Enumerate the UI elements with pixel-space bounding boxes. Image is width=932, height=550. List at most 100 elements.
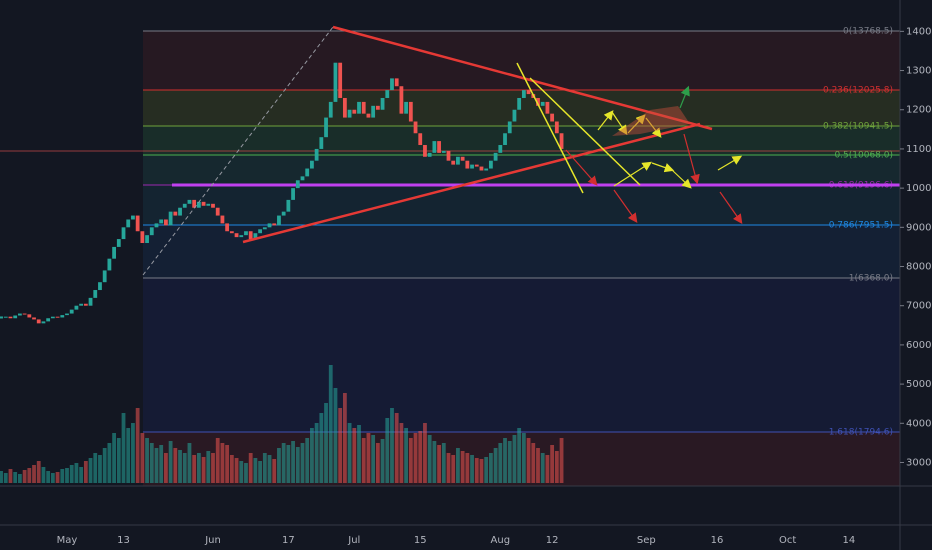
volume-bar xyxy=(13,472,18,483)
trendline xyxy=(142,26,334,276)
x-tick-label: Jul xyxy=(347,535,360,546)
volume-bar xyxy=(65,468,69,483)
candle xyxy=(248,231,253,240)
volume-bar xyxy=(324,403,328,483)
volume-bar xyxy=(206,451,211,483)
candle xyxy=(74,305,79,310)
candle xyxy=(27,314,32,318)
volume-bar xyxy=(192,455,197,483)
volume-bar xyxy=(262,453,267,483)
volume-bar xyxy=(517,428,522,483)
candle xyxy=(342,97,347,118)
fib-label: 1(6368.0) xyxy=(849,274,893,284)
y-tick-label: 5000.0 xyxy=(906,379,932,390)
y-tick-label: 8000.0 xyxy=(906,262,932,273)
candle xyxy=(432,141,437,153)
candle xyxy=(390,78,394,91)
candle xyxy=(375,105,380,110)
volume-bar xyxy=(319,413,324,483)
candle xyxy=(366,113,371,118)
volume-bar xyxy=(361,438,366,483)
volume-bar xyxy=(164,453,168,483)
candle xyxy=(470,164,474,169)
fib-zone xyxy=(143,31,900,90)
volume-bar xyxy=(427,435,432,483)
volume-bar xyxy=(88,458,93,483)
volume-bar xyxy=(55,472,60,483)
candle xyxy=(507,121,512,134)
volume-bar xyxy=(196,453,201,483)
candle xyxy=(154,223,159,228)
candle xyxy=(201,201,206,206)
candle xyxy=(338,62,343,98)
volume-bar xyxy=(314,423,319,483)
volume-bar xyxy=(357,425,361,483)
candle xyxy=(503,133,507,146)
volume-bar xyxy=(554,451,559,483)
arrow xyxy=(611,111,628,135)
volume-bar xyxy=(342,393,347,483)
volume-bar xyxy=(352,428,357,483)
y-tick-label: 13000.0 xyxy=(906,66,932,77)
candle xyxy=(41,321,46,324)
candle xyxy=(131,215,135,220)
x-tick-label: 16 xyxy=(711,535,724,546)
candle xyxy=(126,219,131,228)
candle xyxy=(83,303,88,306)
volume-bar xyxy=(413,433,418,483)
candle xyxy=(159,219,164,224)
candle xyxy=(357,101,361,114)
candle xyxy=(0,316,3,319)
candle xyxy=(314,148,319,161)
candle xyxy=(333,62,338,102)
candle xyxy=(79,303,84,306)
y-tick-label: 12000.0 xyxy=(906,105,932,116)
candle xyxy=(451,160,456,165)
candle xyxy=(65,313,69,316)
candle xyxy=(550,113,555,122)
candle xyxy=(102,270,107,283)
candle xyxy=(182,203,187,208)
candle xyxy=(98,282,102,291)
candle xyxy=(272,223,277,226)
candle xyxy=(437,141,441,153)
volume-bar xyxy=(418,431,423,483)
volume-bar xyxy=(229,455,234,483)
volume-bar xyxy=(531,443,536,483)
volume-bar xyxy=(258,461,263,483)
candle xyxy=(69,309,74,314)
candle xyxy=(291,188,295,200)
volume-bar xyxy=(0,471,3,483)
candle xyxy=(559,133,564,149)
volume-bar xyxy=(154,448,159,483)
fib-zone xyxy=(143,278,900,432)
volume-bar xyxy=(366,433,371,483)
candle xyxy=(244,231,248,236)
volume-bar xyxy=(83,461,88,483)
fib-label: 0.236(12025.8) xyxy=(823,86,893,96)
candle xyxy=(536,97,540,106)
candle xyxy=(258,229,263,234)
arrow xyxy=(717,155,743,171)
candle xyxy=(121,227,126,240)
volume-bar xyxy=(140,433,145,483)
candle xyxy=(554,121,559,134)
candle xyxy=(347,109,352,118)
volume-bar xyxy=(390,408,394,483)
volume-bar xyxy=(277,448,281,483)
x-tick-label: 14 xyxy=(842,535,855,546)
candle xyxy=(164,219,168,226)
volume-bar xyxy=(394,413,399,483)
volume-bar xyxy=(234,458,239,483)
volume-bar xyxy=(512,435,517,483)
volume-bar xyxy=(50,473,55,483)
volume-bar xyxy=(437,445,441,483)
volume-bar xyxy=(79,467,84,483)
trendline xyxy=(332,25,713,131)
volume-bar xyxy=(305,438,310,483)
volume-bar xyxy=(347,423,352,483)
candle xyxy=(234,233,239,238)
volume-bar xyxy=(281,443,286,483)
volume-bar xyxy=(503,438,507,483)
